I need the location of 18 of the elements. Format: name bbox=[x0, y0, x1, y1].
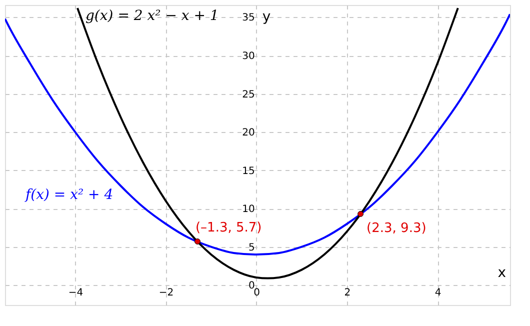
y-tick-label: 15 bbox=[242, 166, 255, 177]
x-tick-label: −4 bbox=[68, 288, 84, 299]
y-tick-label: 10 bbox=[242, 204, 255, 216]
series-label: f(x) = x² + 4 bbox=[24, 187, 114, 204]
data-label: (2.3, 9.3) bbox=[366, 220, 426, 236]
y-tick-label: 20 bbox=[242, 128, 255, 139]
x-axis-title: x bbox=[498, 265, 506, 282]
y-tick-label: 30 bbox=[242, 51, 255, 62]
y-axis-title: y bbox=[262, 9, 271, 25]
y-tick-label: 0 bbox=[248, 280, 255, 292]
x-tick-label: −2 bbox=[158, 288, 174, 299]
y-tick-label: 25 bbox=[242, 89, 255, 100]
y-tick-label: 35 bbox=[242, 12, 255, 24]
series-label: g(x) = 2 x² − x + 1 bbox=[85, 8, 219, 24]
x-tick-label: 4 bbox=[434, 288, 442, 299]
data-label: (–1.3, 5.7) bbox=[195, 220, 262, 236]
y-tick-label: 5 bbox=[248, 242, 255, 254]
x-tick-label: 2 bbox=[344, 288, 351, 299]
